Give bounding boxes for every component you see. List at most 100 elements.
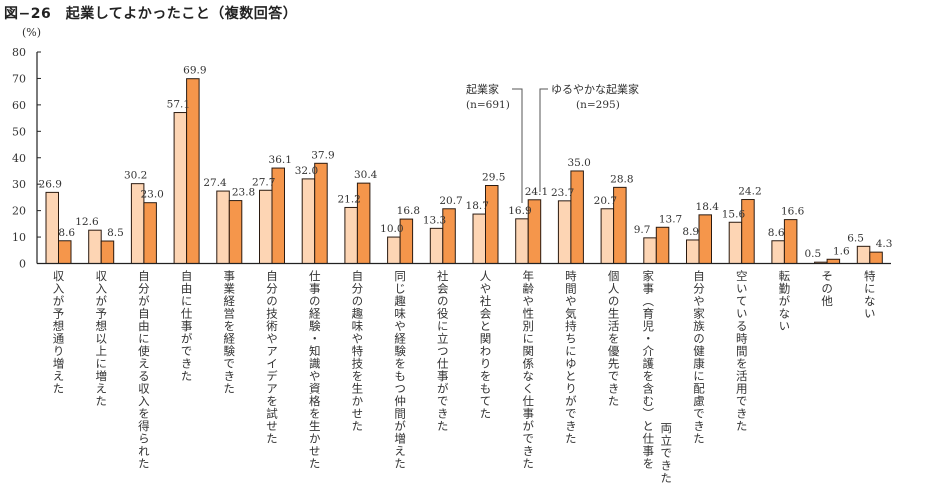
category-label: 転勤がない	[777, 270, 792, 333]
category-label: 自分の技術やアイデアを試せた	[265, 270, 279, 445]
value-label: 30.2	[124, 170, 147, 182]
value-label: 13.7	[659, 213, 682, 225]
category-label: 社会の役に立つ仕事ができた	[435, 270, 450, 433]
bar-entrepreneur	[515, 218, 529, 264]
value-label: 8.6	[768, 227, 785, 239]
value-label: 12.6	[75, 216, 99, 228]
category-label: 特にない	[862, 270, 877, 320]
y-tick-label: 30	[12, 178, 26, 191]
bar-gradual-entrepreneur	[100, 240, 115, 264]
value-label: 20.7	[594, 195, 617, 207]
value-label: 15.6	[722, 208, 746, 220]
value-label: 30.4	[354, 169, 378, 181]
value-label: 8.9	[682, 226, 699, 238]
y-axis-label: (%)	[22, 26, 41, 39]
value-label: 18.7	[466, 200, 489, 212]
bar-gradual-entrepreneur	[58, 240, 72, 264]
category-label: 人や社会と関わりをもてた	[478, 270, 493, 420]
category-label: 自由に仕事ができた	[179, 270, 194, 383]
bar-entrepreneur	[557, 200, 572, 264]
bar-entrepreneur	[856, 245, 871, 265]
bar-gradual-entrepreneur	[698, 214, 712, 264]
bar-entrepreneur	[472, 213, 486, 264]
value-label: 28.8	[610, 173, 633, 185]
value-label: 35.0	[567, 157, 590, 169]
category-label: 仕事の経験・知識や資格を生かせた	[307, 270, 322, 470]
value-label: 57.1	[167, 99, 190, 111]
category-label: 両立できた	[659, 422, 674, 485]
legend-series-2-n: (n=295)	[576, 99, 620, 111]
bar-entrepreneur	[45, 191, 59, 264]
value-label: 36.1	[269, 154, 292, 166]
bar-gradual-entrepreneur	[869, 251, 883, 265]
category-label: 自分の趣味や特技を生かせた	[350, 270, 365, 433]
y-tick-label: 50	[12, 125, 26, 138]
bar-entrepreneur	[643, 237, 657, 264]
value-label: 21.2	[337, 193, 360, 205]
bar-entrepreneur	[344, 206, 358, 264]
value-label: 13.3	[423, 214, 446, 226]
value-label: 27.7	[252, 176, 275, 188]
category-label: その他	[820, 270, 835, 308]
category-label: 時間や気持ちにゆとりができた	[563, 270, 578, 445]
value-label: 1.6	[833, 245, 850, 257]
y-tick-label: 80	[12, 46, 26, 59]
category-label: 空いている時間を活用できた	[734, 270, 749, 433]
bar-gradual-entrepreneur	[143, 202, 157, 265]
y-tick-label: 0	[19, 258, 26, 271]
category-label: 自分が自由に使える収入を得られた	[136, 270, 151, 470]
y-axis: 0 10 20 30 40 50 60 70 80	[12, 46, 41, 271]
bar-entrepreneur	[216, 190, 230, 264]
value-label: 16.6	[781, 206, 805, 218]
category-label: 収入が予想以上に増えた	[94, 270, 109, 408]
value-labels: 26.98.612.68.530.223.057.169.927.423.827…	[39, 65, 893, 260]
bar-gradual-entrepreneur	[228, 200, 243, 264]
bar-entrepreneur	[387, 236, 401, 264]
category-label: 年齢や性別に関係なく仕事ができた	[521, 270, 536, 470]
legend-series-1-name: 起業家	[466, 82, 499, 96]
value-label: 23.0	[140, 189, 163, 201]
value-label: 23.8	[232, 187, 255, 199]
bar-entrepreneur	[301, 178, 316, 264]
category-label: 事業経営を経験できた	[222, 270, 237, 395]
value-label: 9.7	[634, 224, 651, 236]
y-tick-label: 60	[12, 99, 26, 112]
value-label: 26.9	[39, 178, 62, 190]
value-label: 32.0	[295, 165, 318, 177]
value-label: 29.5	[482, 172, 505, 184]
bar-gradual-entrepreneur	[655, 226, 670, 264]
y-tick-label: 10	[12, 231, 26, 244]
category-label: 同じ趣味や経験をもつ仲間が増えた	[393, 270, 408, 470]
bar-entrepreneur	[173, 112, 188, 265]
value-label: 24.2	[738, 186, 761, 198]
value-label: 4.3	[876, 238, 893, 250]
bar-gradual-entrepreneur	[570, 170, 584, 264]
legend-series-2-name: ゆるやかな起業家	[551, 82, 639, 96]
bar-entrepreneur	[686, 239, 700, 265]
bar-gradual-entrepreneur	[314, 162, 328, 265]
value-label: 27.4	[203, 177, 227, 189]
bar-gradual-entrepreneur	[826, 258, 841, 264]
category-label: 家事（育児・介護を含む）と仕事を	[641, 270, 656, 470]
bar-entrepreneur	[259, 189, 273, 264]
bars	[45, 78, 883, 265]
legend-series-1-n: (n=691)	[466, 99, 510, 111]
y-tick-label: 40	[12, 152, 26, 165]
bar-gradual-entrepreneur	[485, 185, 499, 264]
value-label: 37.9	[311, 149, 334, 161]
legend: 起業家 (n=691) ゆるやかな起業家 (n=295)	[466, 82, 639, 203]
value-label: 24.1	[525, 186, 548, 198]
legend-leader-line-2	[539, 88, 548, 192]
bar-entrepreneur	[88, 229, 102, 264]
y-tick-label: 70	[12, 72, 26, 85]
bar-gradual-entrepreneur	[783, 219, 798, 265]
value-label: 0.5	[804, 248, 821, 260]
y-tick-label: 20	[12, 205, 26, 218]
bar-entrepreneur	[600, 208, 615, 264]
bar-entrepreneur	[429, 227, 444, 264]
chart-title: 図−26 起業してよかったこと（複数回答）	[4, 6, 298, 22]
category-label: 個人の生活を優先できた	[606, 270, 621, 408]
legend-leader-line-1	[512, 88, 523, 203]
value-label: 8.6	[58, 227, 75, 239]
